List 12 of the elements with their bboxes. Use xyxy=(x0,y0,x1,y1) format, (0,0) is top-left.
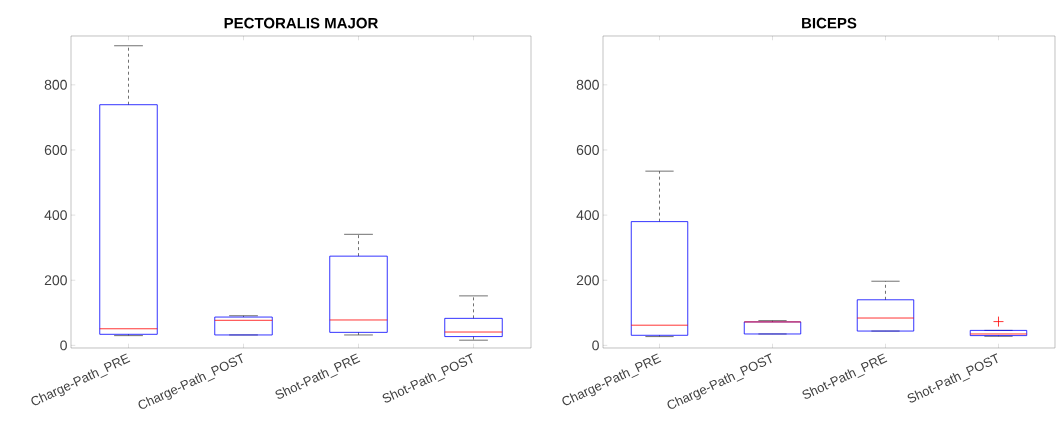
y-tick-label: 400 xyxy=(576,210,599,221)
y-tick-label: 200 xyxy=(576,275,599,286)
y-tick-label: 0 xyxy=(592,340,599,351)
y-tick-label: 400 xyxy=(44,210,67,221)
y-tick-label: 800 xyxy=(44,79,67,90)
y-tick-label: 0 xyxy=(60,340,67,351)
y-tick-label: 600 xyxy=(44,145,67,155)
y-tick-label: 200 xyxy=(44,275,67,286)
y-tick-label: 600 xyxy=(576,145,599,155)
chart-title: BICEPS xyxy=(802,17,857,29)
y-tick-label: 800 xyxy=(576,79,599,90)
chart-title: PECTORALIS MAJOR xyxy=(224,17,379,29)
